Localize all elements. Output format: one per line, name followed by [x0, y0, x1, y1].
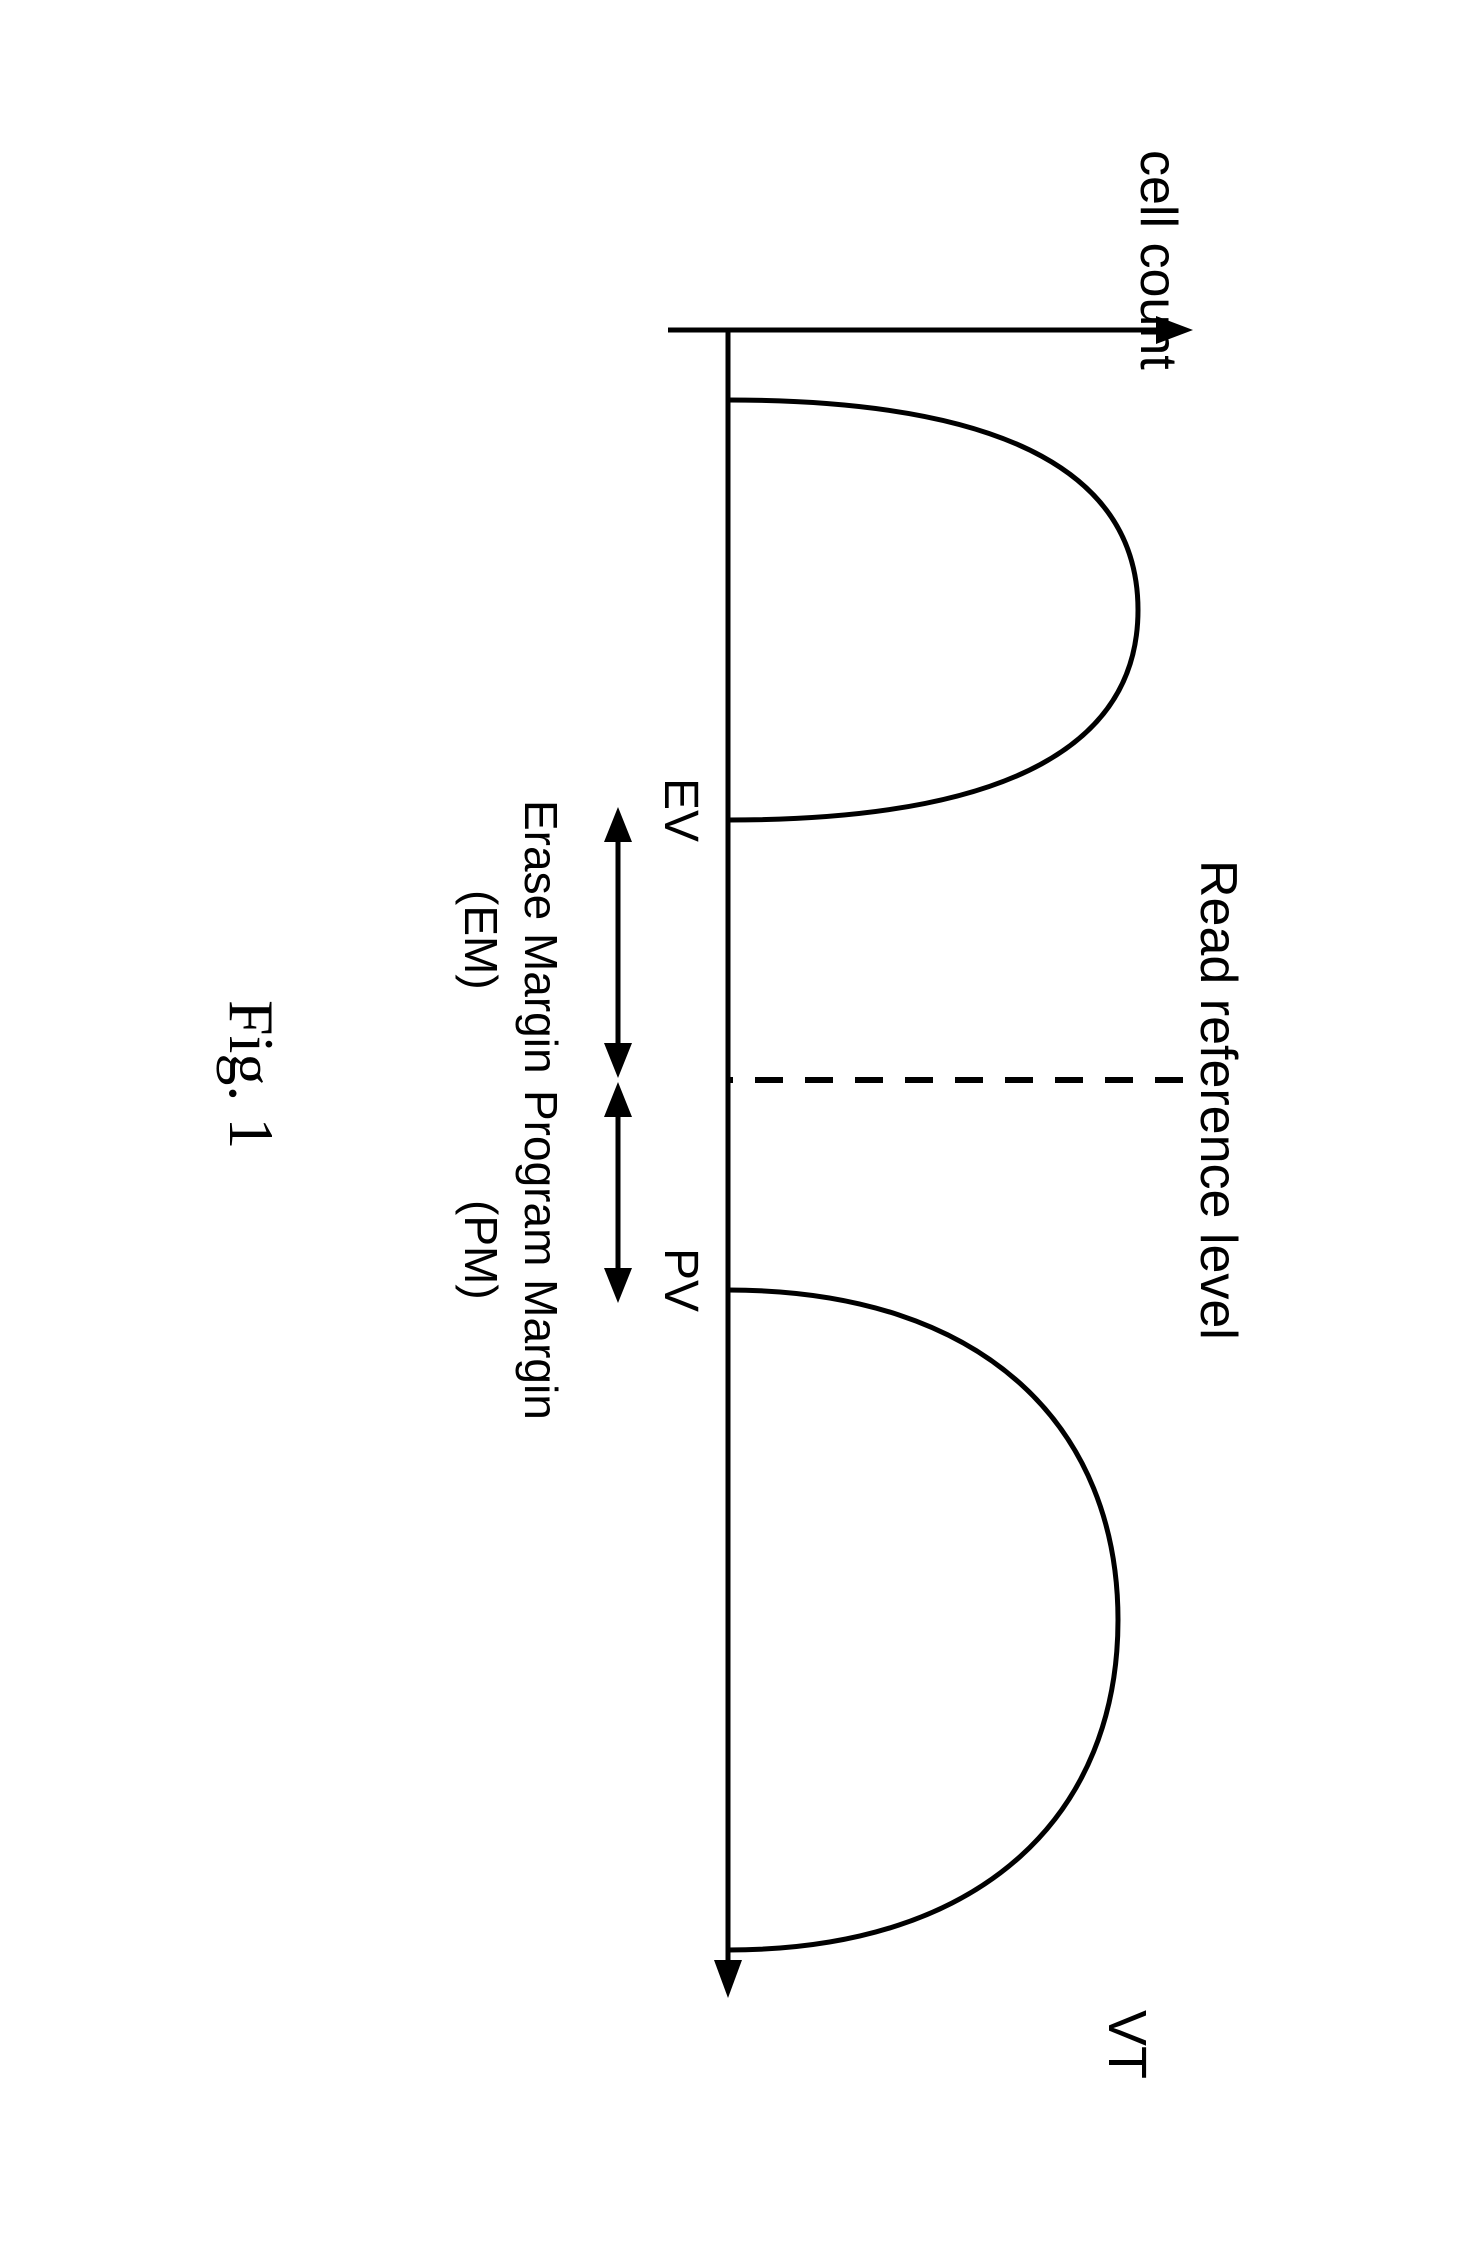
y-axis-label: cell count: [1128, 150, 1188, 370]
x-axis: [714, 330, 742, 1998]
read-reference-label: Read reference level: [1188, 860, 1248, 1340]
figure-label: Fig. 1: [214, 1000, 288, 1149]
program-margin-label: Program Margin: [514, 1090, 568, 1420]
program-distribution-curve: [728, 1290, 1118, 1950]
erase-distribution-curve: [728, 400, 1138, 820]
pv-tick-label: PV: [653, 1248, 708, 1312]
ev-tick-label: EV: [653, 778, 708, 842]
x-axis-label: VT: [1096, 2010, 1158, 2079]
figure-container: cell count Read reference level VT EV PV…: [0, 0, 1468, 2266]
erase-margin-arrow: [604, 807, 632, 1078]
rotated-canvas: cell count Read reference level VT EV PV…: [0, 0, 1468, 2266]
y-axis: [668, 316, 1193, 344]
program-margin-abbr: (PM): [454, 1200, 508, 1300]
erase-margin-abbr: (EM): [454, 890, 508, 990]
program-margin-arrow: [604, 1082, 632, 1303]
erase-margin-label: Erase Margin: [514, 800, 568, 1074]
